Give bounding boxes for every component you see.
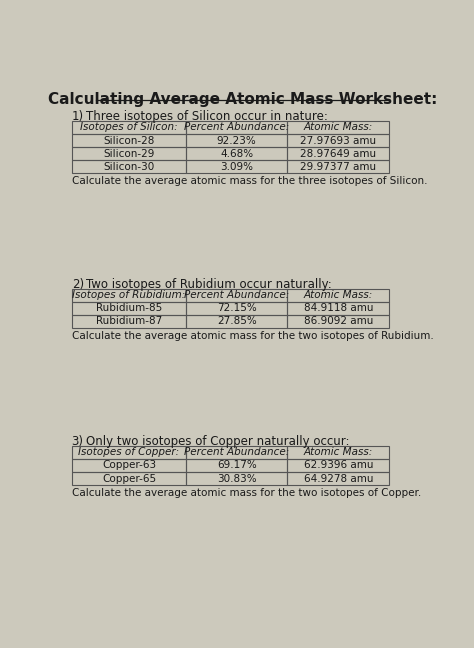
Text: 84.9118 amu: 84.9118 amu: [303, 303, 373, 314]
Text: 3): 3): [72, 435, 83, 448]
Bar: [186, 446, 287, 459]
Text: Calculate the average atomic mass for the three isotopes of Silicon.: Calculate the average atomic mass for th…: [72, 176, 427, 187]
Bar: [287, 147, 390, 160]
Bar: [186, 289, 287, 302]
Bar: [287, 289, 390, 302]
Bar: [72, 289, 186, 302]
Text: Rubidium-87: Rubidium-87: [96, 316, 162, 327]
Text: Isotopes of Copper:: Isotopes of Copper:: [78, 447, 180, 457]
Text: Percent Abundance:: Percent Abundance:: [184, 290, 289, 300]
Text: Silicon-29: Silicon-29: [103, 148, 155, 159]
Text: Silicon-30: Silicon-30: [103, 162, 155, 172]
Bar: [72, 446, 186, 459]
Bar: [287, 134, 390, 147]
Bar: [72, 121, 186, 134]
Text: 27.97693 amu: 27.97693 amu: [300, 135, 376, 146]
Text: Copper-65: Copper-65: [102, 474, 156, 483]
Text: Atomic Mass:: Atomic Mass:: [304, 290, 373, 300]
Bar: [186, 160, 287, 173]
Bar: [72, 147, 186, 160]
Bar: [186, 147, 287, 160]
Text: 3.09%: 3.09%: [220, 162, 253, 172]
Bar: [186, 302, 287, 315]
Text: 30.83%: 30.83%: [217, 474, 256, 483]
Bar: [72, 302, 186, 315]
Text: 92.23%: 92.23%: [217, 135, 256, 146]
Text: Percent Abundance:: Percent Abundance:: [184, 447, 289, 457]
Bar: [186, 134, 287, 147]
Text: 72.15%: 72.15%: [217, 303, 256, 314]
Text: Percent Abundance:: Percent Abundance:: [184, 122, 289, 132]
Text: Rubidium-85: Rubidium-85: [96, 303, 162, 314]
Text: 1): 1): [72, 110, 84, 123]
Text: Atomic Mass:: Atomic Mass:: [304, 447, 373, 457]
Text: Only two isotopes of Copper naturally occur:: Only two isotopes of Copper naturally oc…: [86, 435, 349, 448]
Text: Calculate the average atomic mass for the two isotopes of Rubidium.: Calculate the average atomic mass for th…: [72, 331, 433, 341]
Text: Calculate the average atomic mass for the two isotopes of Copper.: Calculate the average atomic mass for th…: [72, 488, 421, 498]
Bar: [72, 134, 186, 147]
Bar: [287, 472, 390, 485]
Bar: [72, 459, 186, 472]
Text: 69.17%: 69.17%: [217, 461, 256, 470]
Text: 4.68%: 4.68%: [220, 148, 253, 159]
Bar: [287, 302, 390, 315]
Text: 27.85%: 27.85%: [217, 316, 256, 327]
Text: 64.9278 amu: 64.9278 amu: [303, 474, 373, 483]
Text: Isotopes of Silicon:: Isotopes of Silicon:: [80, 122, 178, 132]
Text: 29.97377 amu: 29.97377 amu: [300, 162, 376, 172]
Bar: [72, 472, 186, 485]
Text: 28.97649 amu: 28.97649 amu: [300, 148, 376, 159]
Bar: [287, 160, 390, 173]
Bar: [287, 315, 390, 328]
Bar: [186, 315, 287, 328]
Bar: [72, 160, 186, 173]
Text: 2): 2): [72, 278, 84, 291]
Text: Atomic Mass:: Atomic Mass:: [304, 122, 373, 132]
Text: Calculating Average Atomic Mass Worksheet:: Calculating Average Atomic Mass Workshee…: [48, 91, 438, 107]
Text: 86.9092 amu: 86.9092 amu: [303, 316, 373, 327]
Bar: [287, 459, 390, 472]
Text: 62.9396 amu: 62.9396 amu: [303, 461, 373, 470]
Bar: [72, 315, 186, 328]
Bar: [186, 121, 287, 134]
Bar: [287, 446, 390, 459]
Text: Copper-63: Copper-63: [102, 461, 156, 470]
Text: Three isotopes of Silicon occur in nature:: Three isotopes of Silicon occur in natur…: [86, 110, 328, 123]
Bar: [186, 472, 287, 485]
Text: Isotopes of Rubidium:: Isotopes of Rubidium:: [73, 290, 186, 300]
Text: Two isotopes of Rubidium occur naturally:: Two isotopes of Rubidium occur naturally…: [86, 278, 331, 291]
Bar: [186, 459, 287, 472]
Text: Silicon-28: Silicon-28: [103, 135, 155, 146]
Bar: [287, 121, 390, 134]
